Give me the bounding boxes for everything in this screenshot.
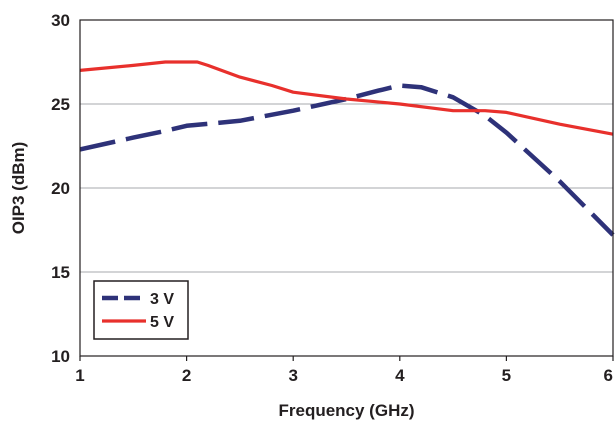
y-tick-label: 15 xyxy=(51,263,70,282)
legend-label-5v: 5 V xyxy=(150,314,174,331)
x-tick-labels: 1 2 3 4 5 6 xyxy=(75,366,613,385)
x-tick-label: 3 xyxy=(288,366,297,385)
series-line-1 xyxy=(79,60,614,136)
x-tick-label: 6 xyxy=(604,366,613,385)
y-tick-label: 20 xyxy=(51,179,70,198)
legend-label-3v: 3 V xyxy=(150,291,174,308)
legend-box xyxy=(93,280,189,340)
y-axis-title: OIP3 (dBm) xyxy=(9,142,28,235)
legend: 3 V 5 V xyxy=(93,280,189,340)
y-tick-labels: 10 15 20 25 30 xyxy=(51,11,70,366)
y-tick-label: 10 xyxy=(51,347,70,366)
grid-lines xyxy=(79,103,614,361)
y-tick-label: 25 xyxy=(51,95,70,114)
y-tick-label: 30 xyxy=(51,11,70,30)
x-tick-label: 5 xyxy=(502,366,511,385)
plot-frame xyxy=(79,19,614,357)
x-tick-label: 2 xyxy=(182,366,191,385)
x-tick-label: 1 xyxy=(75,366,84,385)
x-axis-title: Frequency (GHz) xyxy=(278,401,414,420)
series-line-0 xyxy=(79,83,615,237)
x-tick-label: 4 xyxy=(395,366,405,385)
series-lines xyxy=(79,60,615,237)
